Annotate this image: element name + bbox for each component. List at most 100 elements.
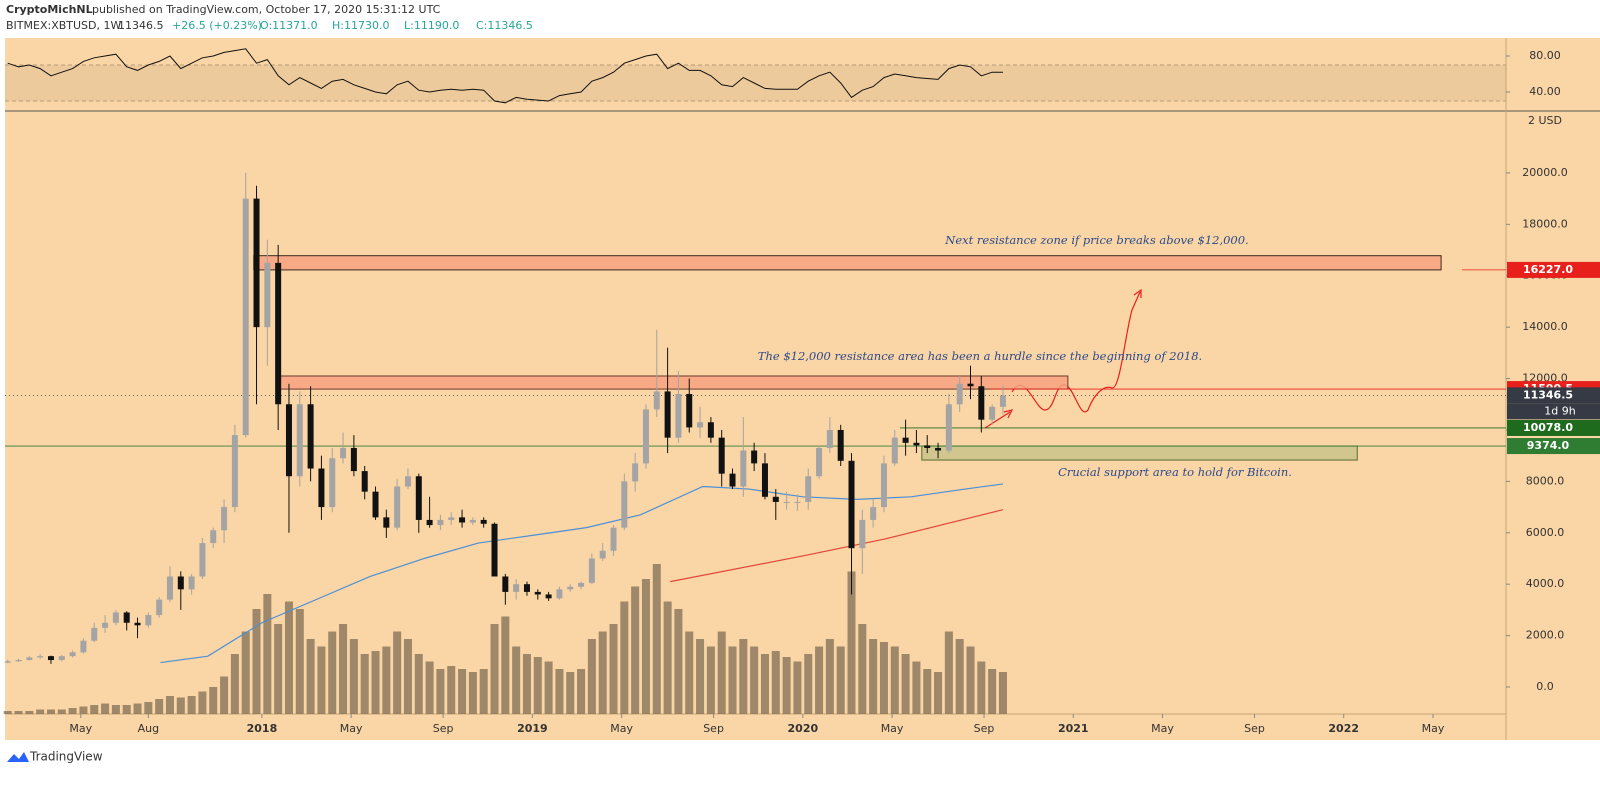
x-tick-label: Sep [974, 722, 995, 735]
price-label: 9374.0 [1527, 439, 1570, 452]
x-tick-label: Sep [1244, 722, 1265, 735]
price-label-bg [1507, 387, 1600, 404]
volume-bar [220, 676, 229, 714]
candle-body [945, 404, 952, 451]
candle-body [513, 584, 520, 592]
volume-bar [382, 646, 391, 714]
volume-bar [490, 624, 499, 714]
zone [277, 375, 1069, 390]
x-tick-label: May [1422, 722, 1445, 735]
candle-body [794, 501, 801, 503]
volume-bar [165, 696, 174, 714]
brand: TradingView [29, 750, 103, 764]
volume-bar [966, 646, 975, 714]
tradingview-logo [7, 752, 29, 762]
y-tick-label: 20000.0 [1522, 166, 1568, 179]
candle-body [999, 395, 1006, 407]
volume-bar [101, 703, 110, 714]
volume-bar [90, 705, 99, 714]
currency: 2 USD [1528, 114, 1562, 127]
candle-body [69, 652, 76, 657]
rsi-line [7, 48, 1003, 104]
x-tick-label: May [69, 722, 92, 735]
projection-path [1011, 288, 1142, 413]
volume-bar [79, 706, 88, 714]
author: CryptoMichNL [6, 3, 93, 16]
candle-body [221, 507, 228, 531]
volume-bar [274, 624, 283, 714]
candle-body [978, 386, 985, 420]
volume-bar [425, 661, 434, 714]
candle-body [285, 404, 292, 477]
zone [921, 445, 1358, 461]
candle-body [967, 383, 974, 387]
volume-bar [663, 601, 672, 714]
candle-body [58, 656, 65, 661]
candle-body [761, 463, 768, 497]
candle-body [4, 661, 11, 663]
volume-bar [533, 657, 542, 714]
y-tick-label: 8000.0 [1526, 474, 1565, 487]
volume-bar [68, 708, 77, 714]
annotation: The $12,000 resistance area has been a h… [758, 349, 1202, 363]
x-tick-label: 2021 [1058, 722, 1089, 735]
annotation: Next resistance zone if price breaks abo… [944, 233, 1248, 247]
candle-body [102, 622, 109, 628]
volume-bar [782, 657, 791, 714]
volume-bar [717, 631, 726, 714]
candle-body [913, 442, 920, 446]
candle-body [599, 550, 606, 559]
y-tick-label: 4000.0 [1526, 577, 1565, 590]
volume-bar [479, 669, 488, 714]
moving-average [670, 509, 1004, 583]
candle-body [989, 406, 996, 420]
y-tick-label: 0.0 [1536, 680, 1554, 693]
ohlc-low: L:11190.0 [404, 19, 459, 32]
candle-body [491, 523, 498, 577]
volume-bar [858, 624, 867, 714]
candle-body [772, 496, 779, 502]
x-tick-label: 2022 [1328, 722, 1359, 735]
volume-bar [111, 705, 120, 714]
volume-bar [414, 654, 423, 714]
price-label-bg [1507, 261, 1600, 278]
footer-bg [0, 740, 1600, 788]
volume-bar [57, 709, 66, 714]
volume-bar [187, 696, 196, 714]
price-label: 16227.0 [1523, 263, 1573, 276]
candle-body [848, 460, 855, 549]
volume-bar [403, 639, 412, 714]
volume-bar [944, 631, 953, 714]
volume-bar [501, 616, 510, 714]
volume-bar [901, 654, 910, 714]
volume-bar [696, 639, 705, 714]
y-tick-label: 2000.0 [1526, 629, 1565, 642]
volume-bar [631, 586, 640, 714]
volume-bar [587, 639, 596, 714]
volume-bar [436, 669, 445, 714]
volume-bar [815, 646, 824, 714]
candle-body [523, 584, 530, 592]
candle-body [707, 422, 714, 438]
volume-bar [750, 646, 759, 714]
x-tick-label: May [1151, 722, 1174, 735]
volume-bar [804, 654, 813, 714]
candle-body [902, 437, 909, 443]
candle-body [729, 473, 736, 487]
volume-bar [977, 661, 986, 714]
candle-body [199, 543, 206, 577]
volume-bar [328, 631, 337, 714]
candle-body [156, 599, 163, 616]
volume-bar [295, 609, 304, 714]
volume-bar [393, 631, 402, 714]
volume-bar [912, 661, 921, 714]
volume-bar [728, 646, 737, 714]
candle-body [718, 437, 725, 474]
volume-bar [847, 571, 856, 714]
published: published on TradingView.com, October 17… [92, 3, 441, 16]
volume-bar [598, 631, 607, 714]
candle-body [870, 507, 877, 520]
volume-bar [371, 651, 380, 714]
x-tick-label: Aug [138, 722, 159, 735]
rsi-tick-label: 40.00 [1529, 85, 1561, 98]
